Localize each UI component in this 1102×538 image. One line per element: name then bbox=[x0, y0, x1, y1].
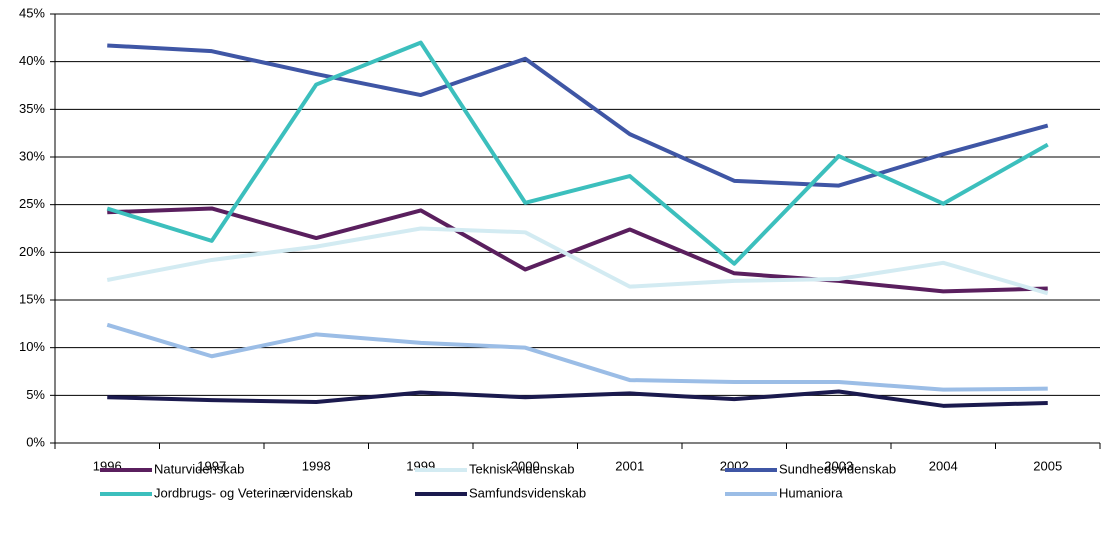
x-tick-label: 1997 bbox=[197, 458, 226, 473]
y-tick-label: 20% bbox=[19, 244, 45, 259]
y-tick-label: 10% bbox=[19, 339, 45, 354]
y-tick-label: 0% bbox=[26, 434, 45, 449]
series-line bbox=[107, 43, 1049, 188]
series-line bbox=[106, 40, 1049, 266]
y-tick-label: 15% bbox=[19, 291, 45, 306]
series-line bbox=[106, 226, 1049, 296]
y-tick-label: 5% bbox=[26, 387, 45, 402]
legend-label: Sundhedsvidenskab bbox=[779, 461, 896, 476]
series-line bbox=[106, 322, 1048, 392]
legend-label: Samfundsvidenskab bbox=[469, 485, 586, 500]
legend-label: Naturvidenskab bbox=[154, 461, 244, 476]
legend-label: Jordbrugs- og Veterinærvidenskab bbox=[154, 485, 353, 500]
series-line bbox=[107, 389, 1048, 408]
x-tick-label: 2001 bbox=[615, 458, 644, 473]
x-tick-label: 2005 bbox=[1033, 458, 1062, 473]
x-tick-label: 2003 bbox=[824, 458, 853, 473]
legend-label: Teknisk videnskab bbox=[469, 461, 575, 476]
series-line bbox=[107, 206, 1048, 294]
legend-label: Humaniora bbox=[779, 485, 843, 500]
x-tick-label: 1998 bbox=[302, 458, 331, 473]
y-tick-label: 35% bbox=[19, 101, 45, 116]
y-tick-label: 25% bbox=[19, 196, 45, 211]
y-tick-label: 30% bbox=[19, 148, 45, 163]
x-tick-label: 2004 bbox=[929, 458, 958, 473]
y-tick-label: 45% bbox=[19, 5, 45, 20]
y-tick-label: 40% bbox=[19, 53, 45, 68]
x-tick-label: 2000 bbox=[511, 458, 540, 473]
